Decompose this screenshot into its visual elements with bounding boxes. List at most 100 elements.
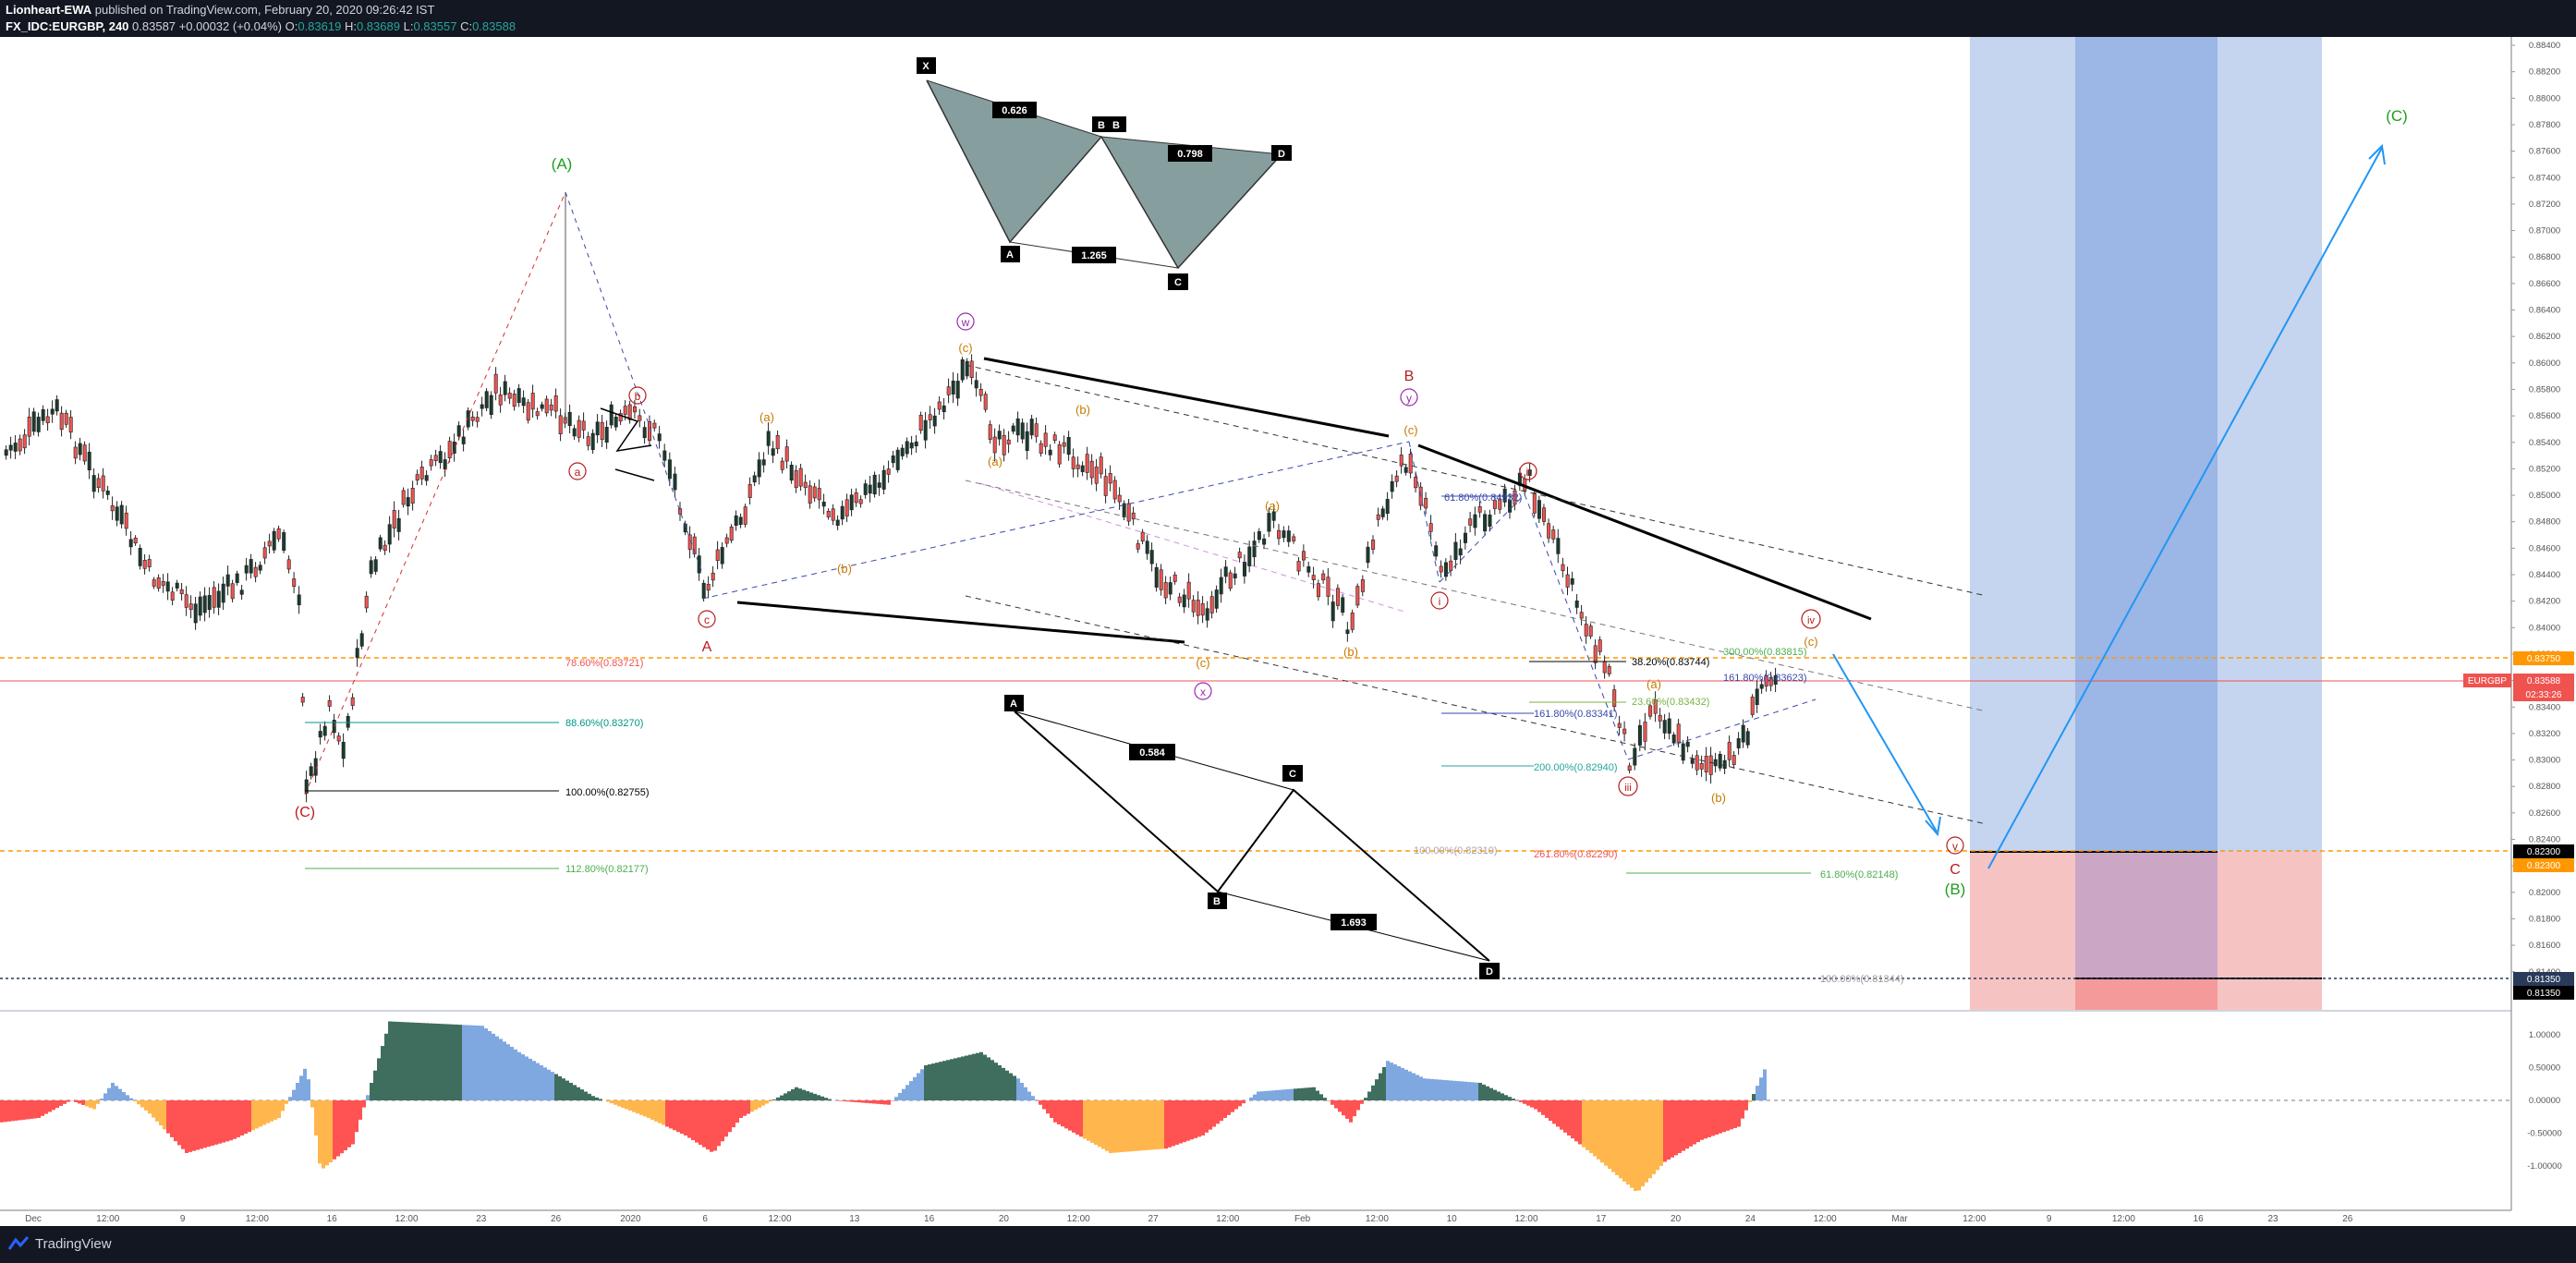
trendline-upper-2[interactable] <box>1417 443 1872 621</box>
osc-bar <box>1072 1100 1075 1133</box>
harmonic-pattern-bottom[interactable]: A B C D 0.584 1.693 <box>1004 695 1500 979</box>
candle-body <box>1713 759 1718 767</box>
time-tick-label: 6 <box>702 1214 708 1224</box>
osc-bar <box>1105 1100 1109 1151</box>
price-axis[interactable] <box>2511 37 2576 1210</box>
author-name[interactable]: Lionheart-EWA <box>6 3 92 17</box>
time-tick-label: 16 <box>2193 1214 2205 1224</box>
zigzag-b2[interactable] <box>614 468 655 481</box>
chart-svg[interactable]: 0.88400 0.88200 0.88000 0.87800 0.87600 0.874… <box>0 37 2576 1226</box>
osc-bar <box>92 1100 96 1110</box>
candle-body <box>683 523 687 533</box>
candle-body <box>1704 756 1708 772</box>
chart-area[interactable]: 0.88400 0.88200 0.88000 0.87800 0.87600 0.874… <box>0 37 2576 1226</box>
red-dashed-swing[interactable] <box>304 191 566 795</box>
osc-bar <box>1401 1067 1404 1100</box>
candle-body <box>1542 507 1547 522</box>
symbol-name[interactable]: FX_IDC:EURGBP, 240 <box>6 19 129 33</box>
zigzag-b[interactable] <box>600 407 652 453</box>
osc-bar <box>1168 1100 1172 1148</box>
osc-bar <box>806 1091 809 1100</box>
osc-bar <box>200 1100 203 1149</box>
osc-bar <box>1586 1100 1589 1150</box>
candle-body <box>276 528 281 540</box>
candle-body <box>1473 514 1477 528</box>
candle-body <box>470 416 475 421</box>
candle-body <box>512 394 516 407</box>
osc-bar <box>255 1100 259 1129</box>
time-axis[interactable] <box>0 1210 2576 1226</box>
osc-bar <box>462 1025 466 1100</box>
candle-body <box>378 537 383 550</box>
osc-bar <box>525 1056 529 1100</box>
candle-body <box>955 381 960 399</box>
osc-bar <box>1622 1100 1626 1182</box>
osc-bar <box>543 1067 547 1100</box>
osc-bar <box>1201 1100 1205 1135</box>
projection-arrows[interactable] <box>1832 143 2386 869</box>
tradingview-brand[interactable]: TradingView <box>35 1236 112 1252</box>
down-arrow-path[interactable] <box>1832 653 1938 832</box>
candle-body <box>1341 597 1345 613</box>
trendline-upper-1[interactable] <box>983 357 1390 438</box>
candle-body <box>221 583 225 603</box>
osc-bar <box>1002 1067 1005 1100</box>
pane-separator[interactable] <box>0 1010 2511 1012</box>
harmonic-top-c: C <box>1174 277 1182 288</box>
wave-labels: (A) (B) (C) (C) A B C a b c w x y i ii i… <box>295 107 2408 898</box>
wave-w: w <box>961 316 970 329</box>
channel-mid[interactable] <box>965 480 1987 712</box>
blue-dashed-4[interactable] <box>1524 493 1629 760</box>
blue-dashed-swing[interactable] <box>565 191 703 574</box>
osc-bar <box>1061 1100 1064 1127</box>
osc-bar <box>791 1088 795 1100</box>
candle-body <box>1145 540 1149 554</box>
blue-dashed-2[interactable] <box>1408 441 1440 583</box>
candle-body <box>27 417 31 437</box>
price-tick-label: 0.85200 <box>2529 464 2560 474</box>
osc-bar <box>1671 1100 1674 1158</box>
candle-body <box>784 446 789 462</box>
wave-b-circle <box>628 386 647 405</box>
osc-bar <box>1271 1090 1275 1100</box>
candle-body <box>452 441 456 454</box>
osc-bar <box>946 1060 950 1100</box>
osc-bar <box>1342 1100 1345 1116</box>
osc-bar <box>869 1100 872 1104</box>
tradingview-logo-icon[interactable] <box>7 1234 31 1253</box>
candle-body <box>1741 724 1745 743</box>
blue-dashed-3[interactable] <box>1439 493 1525 583</box>
osc-bar <box>614 1100 617 1105</box>
blue-dashed-1[interactable] <box>701 441 1410 600</box>
oscillator-pane[interactable] <box>0 1012 2511 1209</box>
fibonacci-levels[interactable] <box>305 495 1811 874</box>
channel-purple[interactable] <box>978 482 1405 613</box>
wave-a-orange-4: (a) <box>1646 677 1661 691</box>
osc-bar <box>15 1100 18 1121</box>
candle-body <box>147 559 152 567</box>
price-tick-label: 0.84400 <box>2529 570 2560 580</box>
close-label: C: <box>460 19 473 33</box>
osc-bar <box>1549 1100 1552 1122</box>
osc-bar <box>495 1036 499 1100</box>
time-tick-label: 20 <box>999 1214 1010 1224</box>
channel-lower[interactable] <box>965 595 1987 825</box>
trend-lines[interactable] <box>304 191 1987 825</box>
osc-bar <box>1142 1100 1146 1151</box>
osc-bar <box>669 1100 673 1129</box>
price-tick-label: 0.84200 <box>2529 597 2560 607</box>
osc-bar <box>1545 1100 1549 1118</box>
up-arrow-path[interactable] <box>1987 147 2383 869</box>
channel-upper[interactable] <box>965 364 1987 597</box>
osc-bar <box>795 1087 798 1100</box>
candle-body <box>429 459 433 467</box>
candle-body <box>1653 699 1658 714</box>
wave-c-orange-2: (c) <box>1196 656 1209 670</box>
osc-bar <box>939 1062 942 1100</box>
candle-body <box>267 540 272 547</box>
blue-dashed-5[interactable] <box>1627 698 1817 760</box>
osc-bar <box>381 1046 384 1100</box>
trendline-lower[interactable] <box>736 601 1185 644</box>
harmonic-pattern-top[interactable]: X A B B C D 0.626 0.798 1.265 <box>917 57 1292 290</box>
osc-bar <box>1146 1100 1149 1150</box>
